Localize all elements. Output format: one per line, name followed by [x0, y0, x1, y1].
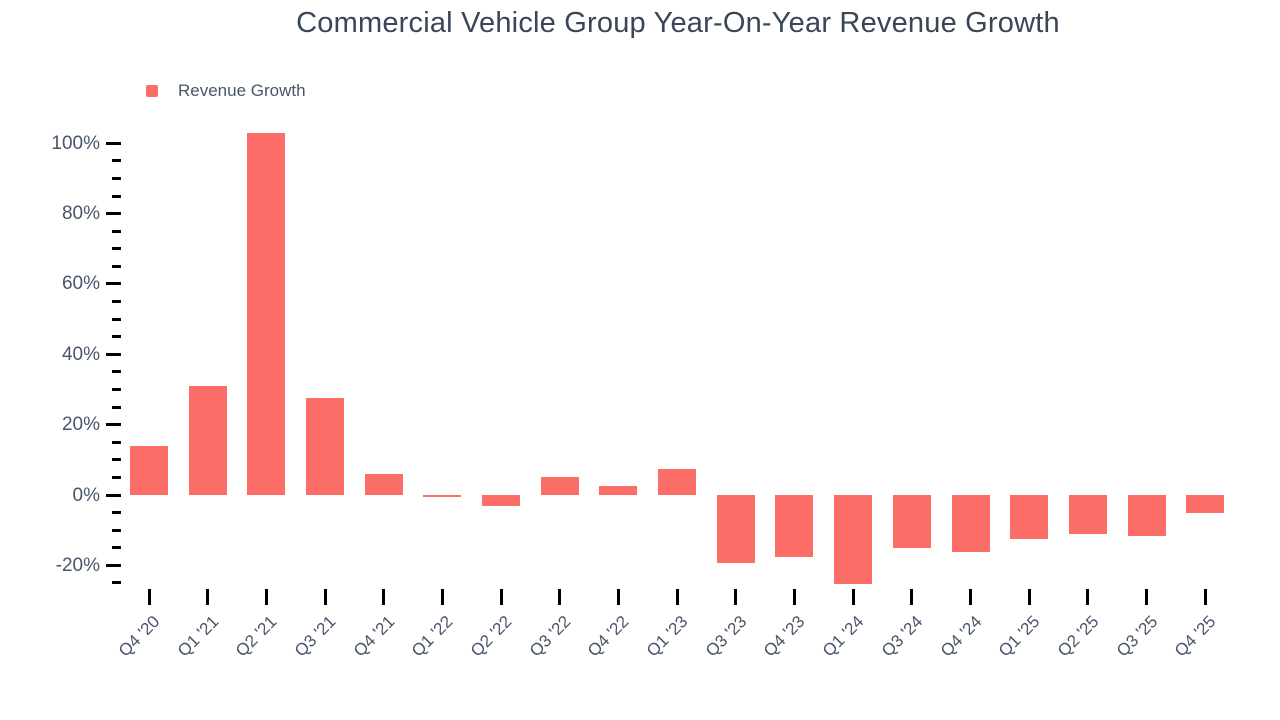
y-axis-minor-tick	[112, 300, 121, 304]
revenue-growth-bar	[1068, 495, 1107, 535]
x-axis-tick	[264, 589, 268, 605]
y-axis-tick-label: 40%	[61, 343, 100, 365]
x-axis-tick	[1145, 589, 1149, 605]
legend-swatch-icon	[146, 85, 158, 97]
x-axis-tick	[147, 589, 151, 605]
x-axis-tick	[1027, 589, 1031, 605]
revenue-growth-bar	[364, 473, 403, 495]
x-axis-tick	[969, 589, 973, 605]
y-axis-minor-tick	[112, 370, 121, 374]
y-axis-minor-tick	[112, 387, 121, 391]
y-axis-minor-tick	[112, 317, 121, 321]
revenue-growth-bar	[658, 469, 697, 495]
y-axis-minor-tick	[112, 475, 121, 479]
y-axis-major-tick	[106, 282, 121, 286]
x-axis-tick	[1203, 589, 1207, 605]
x-axis-tick	[910, 589, 914, 605]
x-axis-tick	[675, 589, 679, 605]
y-axis-minor-tick	[112, 264, 121, 268]
x-axis-tick	[499, 589, 503, 605]
revenue-growth-bar	[1127, 495, 1166, 536]
y-axis-major-tick	[106, 563, 121, 567]
revenue-growth-bar	[1010, 495, 1049, 540]
revenue-growth-bar	[775, 495, 814, 557]
revenue-growth-bar	[423, 495, 462, 497]
revenue-growth-bar	[540, 477, 579, 495]
revenue-growth-bar	[599, 486, 638, 495]
y-axis-tick-label: 60%	[61, 273, 100, 295]
x-axis-tick	[616, 589, 620, 605]
y-axis-major-tick	[106, 352, 121, 356]
y-axis-major-tick	[106, 212, 121, 216]
y-axis-tick-label: 0%	[72, 484, 100, 506]
y-axis-minor-tick	[112, 581, 121, 585]
revenue-growth-bar	[951, 495, 990, 552]
x-axis-tick	[1086, 589, 1090, 605]
y-axis-minor-tick	[112, 159, 121, 163]
y-axis-minor-tick	[112, 528, 121, 532]
y-axis-major-tick	[106, 141, 121, 145]
y-axis-tick-label: 80%	[61, 203, 100, 225]
x-axis-tick	[851, 589, 855, 605]
revenue-growth-bar	[892, 495, 931, 549]
revenue-growth-bar	[130, 445, 168, 495]
y-axis-major-tick	[106, 493, 121, 497]
x-axis-tick	[323, 589, 327, 605]
legend-label: Revenue Growth	[178, 81, 306, 100]
y-axis-minor-tick	[112, 176, 121, 180]
y-axis-minor-tick	[112, 247, 121, 251]
revenue-growth-bar	[482, 495, 521, 506]
y-axis-minor-tick	[112, 440, 121, 444]
chart-title: Commercial Vehicle Group Year-On-Year Re…	[296, 7, 1060, 39]
x-axis-tick	[382, 589, 386, 605]
y-axis-minor-tick	[112, 458, 121, 462]
y-axis-minor-tick	[112, 335, 121, 339]
revenue-growth-bar	[306, 398, 345, 495]
x-axis-tick	[734, 589, 738, 605]
y-axis-minor-tick	[112, 194, 121, 198]
revenue-growth-bar	[247, 132, 286, 495]
y-axis-tick-label: -20%	[55, 554, 100, 576]
revenue-growth-bar	[716, 495, 755, 563]
y-axis-minor-tick	[112, 511, 121, 515]
revenue-growth-bar	[1186, 495, 1225, 514]
x-axis-tick	[440, 589, 444, 605]
x-axis-tick	[558, 589, 562, 605]
x-axis-tick	[206, 589, 210, 605]
y-axis-major-tick	[106, 423, 121, 427]
x-axis-tick	[792, 589, 796, 605]
revenue-growth-bar	[834, 495, 873, 585]
y-axis-minor-tick	[112, 229, 121, 233]
y-axis-minor-tick	[112, 405, 121, 409]
revenue-growth-bar	[188, 385, 227, 495]
legend: Revenue Growth	[146, 81, 306, 101]
y-axis-minor-tick	[112, 546, 121, 550]
y-axis-tick-label: 100%	[51, 132, 100, 154]
y-axis-tick-label: 20%	[61, 414, 100, 436]
